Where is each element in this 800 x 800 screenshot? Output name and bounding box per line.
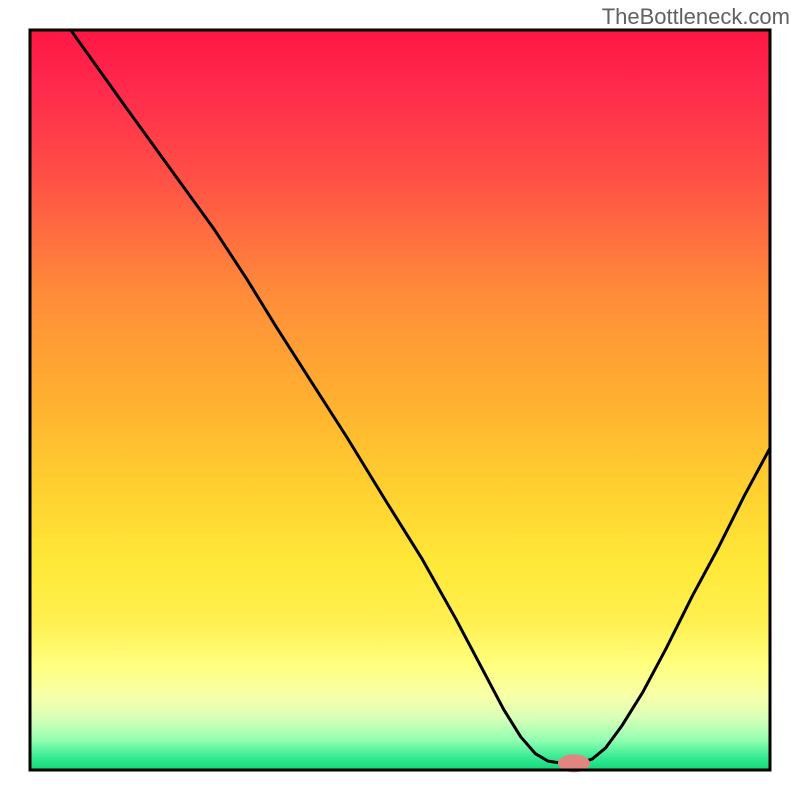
attribution-text: TheBottleneck.com bbox=[602, 4, 790, 30]
chart-svg bbox=[0, 0, 800, 800]
chart-container: TheBottleneck.com bbox=[0, 0, 800, 800]
